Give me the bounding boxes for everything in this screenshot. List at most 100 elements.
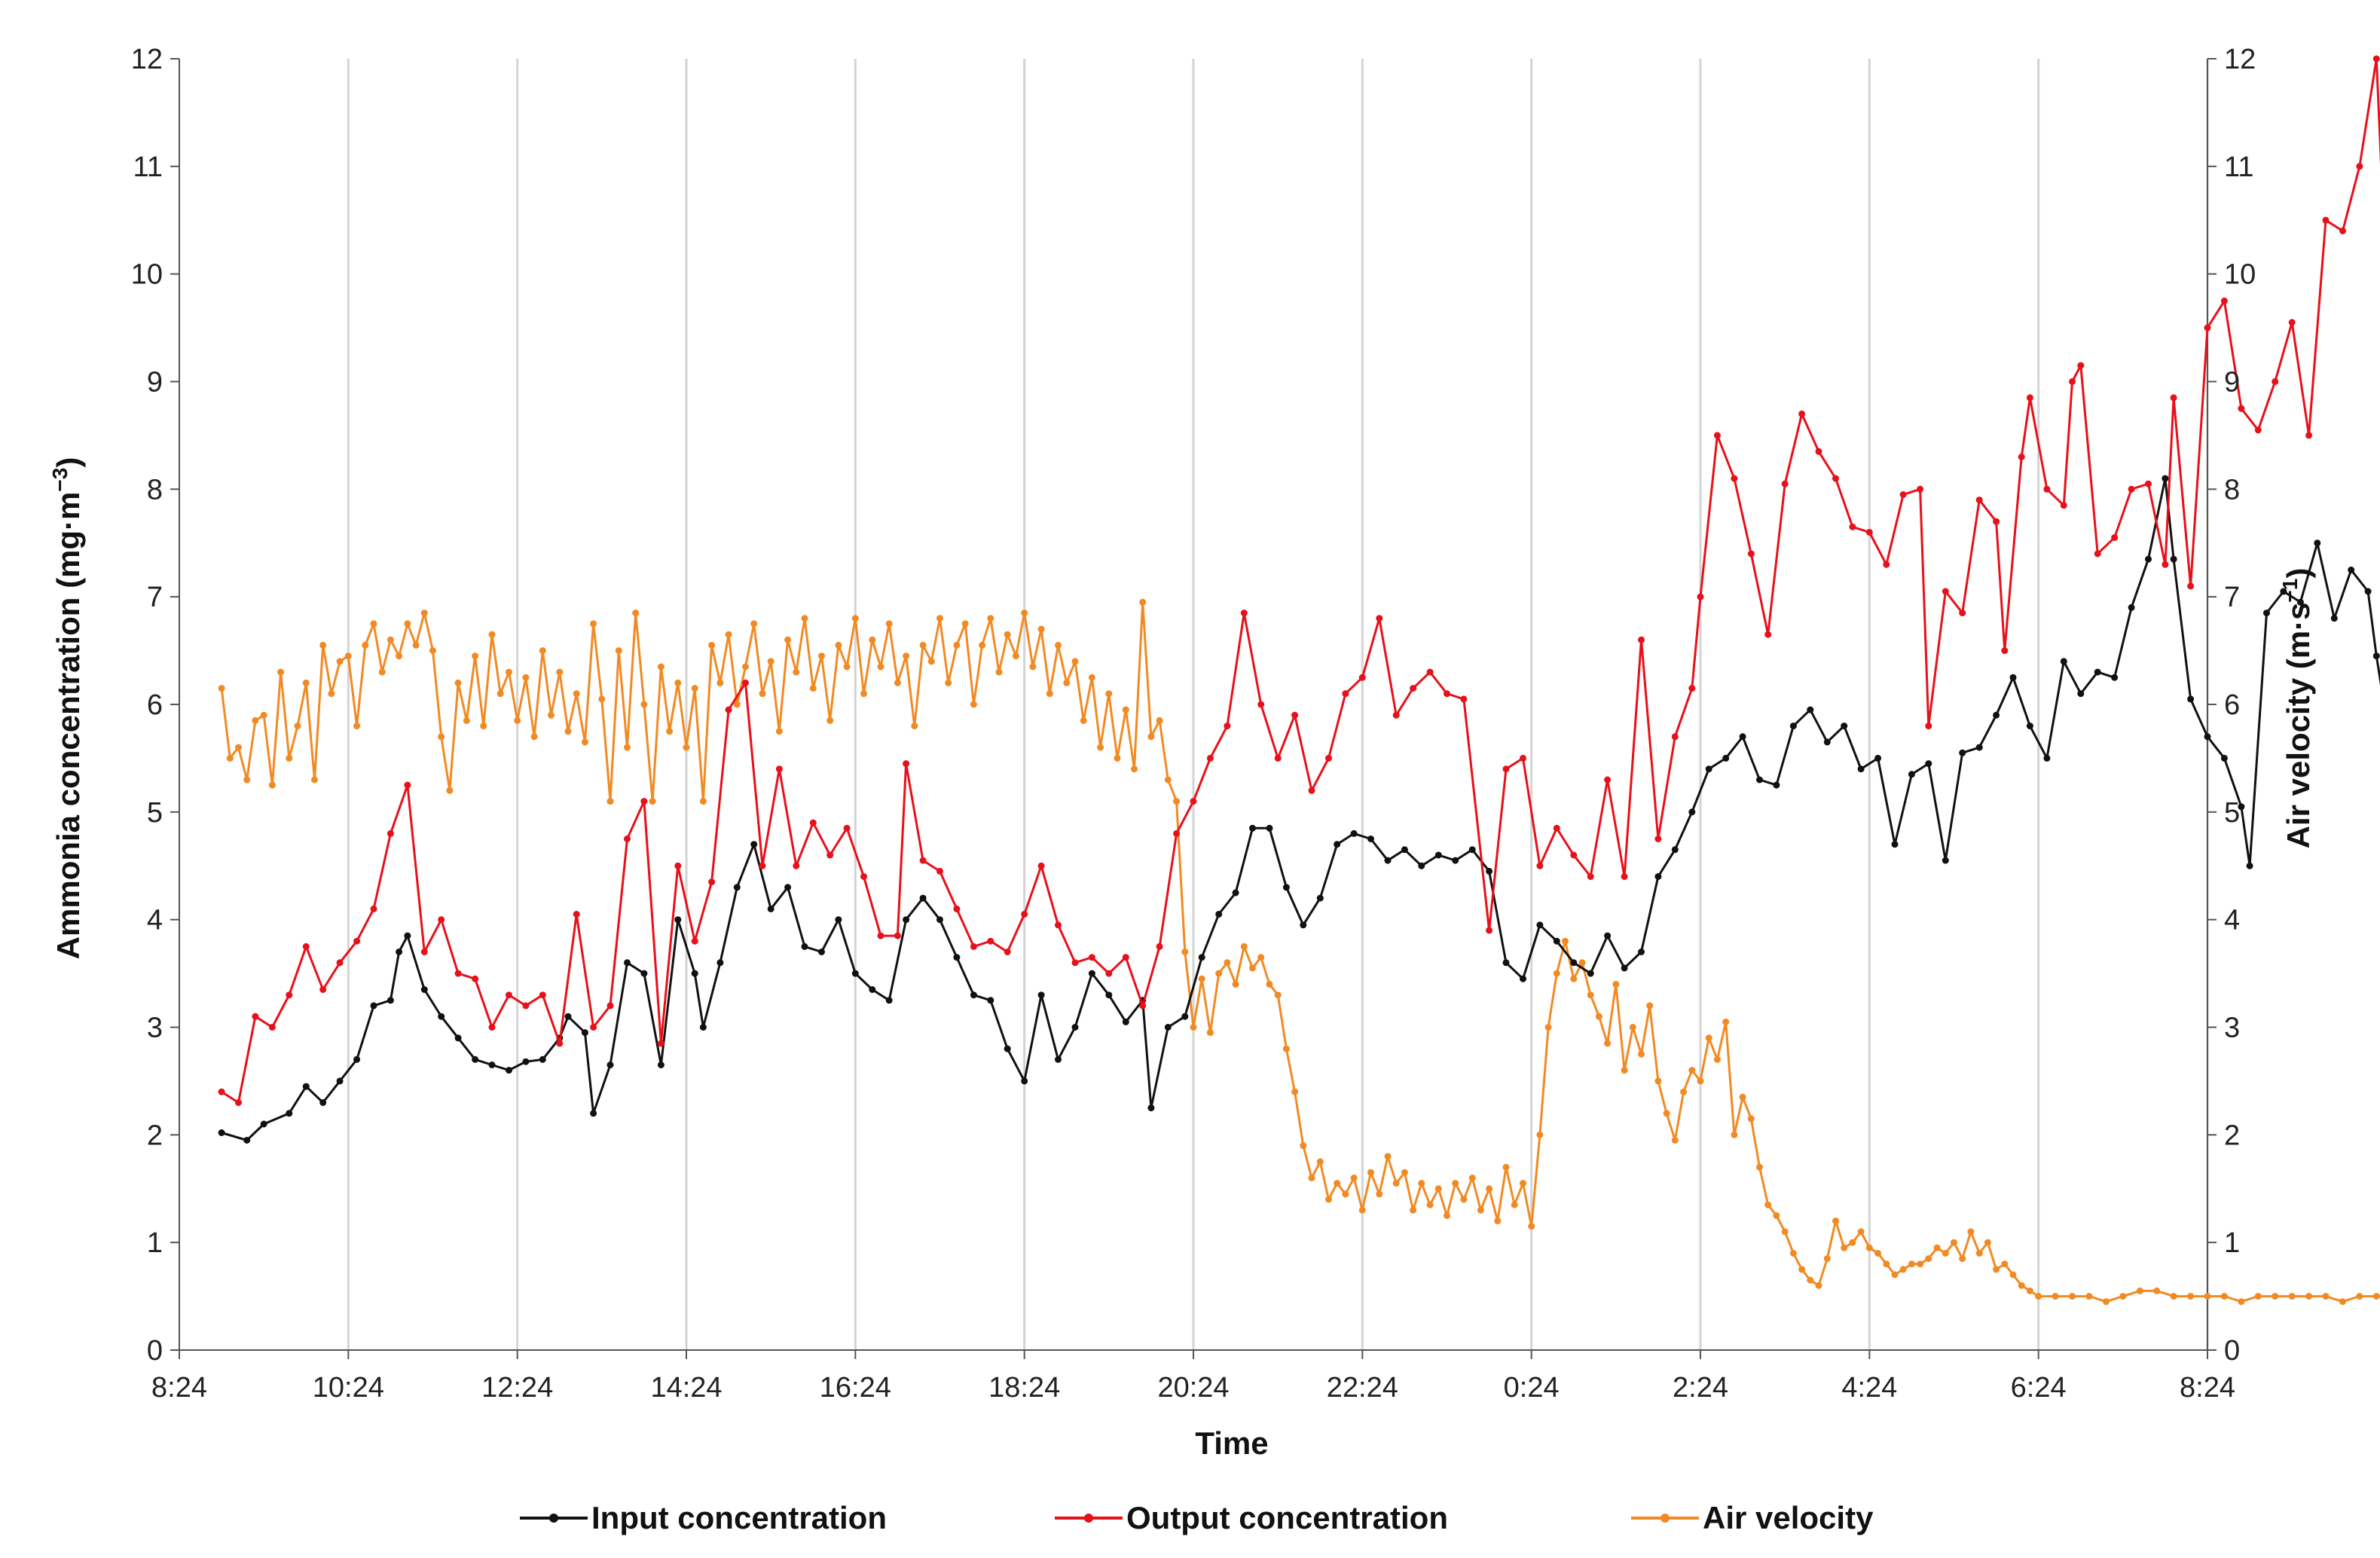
data-point-air-velocity xyxy=(1291,1088,1299,1095)
data-point-air-velocity xyxy=(1612,980,1620,988)
data-point-input-concentration xyxy=(1891,841,1899,848)
data-point-air-velocity xyxy=(1334,1180,1341,1187)
data-point-input-concentration xyxy=(336,1077,344,1085)
data-point-output-concentration xyxy=(775,765,783,773)
data-point-input-concentration xyxy=(1350,829,1358,837)
data-point-input-concentration xyxy=(1300,921,1307,929)
data-point-air-velocity xyxy=(775,728,783,735)
data-point-input-concentration xyxy=(2220,754,2228,762)
data-point-input-concentration xyxy=(420,986,428,993)
data-point-air-velocity xyxy=(818,652,825,660)
data-point-air-velocity xyxy=(1570,975,1578,982)
data-point-air-velocity xyxy=(674,679,682,686)
data-point-air-velocity xyxy=(1756,1163,1763,1171)
data-point-input-concentration xyxy=(2372,652,2380,660)
data-point-output-concentration xyxy=(488,1024,496,1031)
data-point-input-concentration xyxy=(1468,846,1476,854)
data-point-air-velocity xyxy=(1942,1250,1949,1257)
data-point-output-concentration xyxy=(843,824,851,832)
data-point-output-concentration xyxy=(1257,701,1265,708)
data-point-air-velocity xyxy=(564,728,572,735)
data-point-air-velocity xyxy=(750,620,758,628)
data-point-input-concentration xyxy=(243,1137,251,1144)
data-point-air-velocity xyxy=(1105,690,1113,698)
data-point-air-velocity xyxy=(2288,1293,2296,1300)
data-point-air-velocity xyxy=(386,636,394,643)
data-point-output-concentration xyxy=(657,1040,665,1047)
data-point-input-concentration xyxy=(1520,975,1526,982)
data-point-input-concentration xyxy=(869,986,876,993)
data-point-input-concentration xyxy=(2246,862,2253,869)
data-point-air-velocity xyxy=(2119,1293,2127,1300)
data-point-input-concentration xyxy=(1621,964,1628,972)
data-point-air-velocity xyxy=(1502,1163,1510,1171)
data-point-input-concentration xyxy=(2364,588,2372,595)
data-point-air-velocity xyxy=(2136,1287,2143,1294)
data-point-output-concentration xyxy=(2162,561,2169,568)
data-point-output-concentration xyxy=(2170,394,2177,402)
data-point-output-concentration xyxy=(903,760,910,768)
legend-item-input: Input concentration xyxy=(520,1500,887,1535)
data-point-air-velocity xyxy=(1434,1185,1442,1193)
data-point-output-concentration xyxy=(640,798,648,805)
data-point-output-concentration xyxy=(1849,523,1856,530)
data-point-air-velocity xyxy=(1646,1002,1654,1010)
data-point-input-concentration xyxy=(691,970,698,977)
data-point-air-velocity xyxy=(759,690,766,698)
data-point-air-velocity xyxy=(2153,1287,2161,1294)
data-point-air-velocity xyxy=(506,668,512,676)
data-point-air-velocity xyxy=(1908,1260,1915,1268)
data-point-air-velocity xyxy=(742,663,749,671)
data-point-air-velocity xyxy=(1975,1250,1983,1257)
y-right-tick-label: 8 xyxy=(2224,474,2240,506)
data-point-air-velocity xyxy=(2187,1293,2195,1300)
data-point-output-concentration xyxy=(420,949,428,955)
data-point-output-concentration xyxy=(1392,711,1400,719)
data-point-input-concentration xyxy=(953,954,961,961)
data-point-air-velocity xyxy=(362,641,369,649)
data-point-air-velocity xyxy=(1562,937,1569,945)
data-point-output-concentration xyxy=(1291,711,1299,719)
data-point-output-concentration xyxy=(1570,851,1578,859)
data-point-air-velocity xyxy=(1468,1175,1476,1181)
data-point-output-concentration xyxy=(539,991,546,999)
data-point-air-velocity xyxy=(970,701,977,708)
data-point-input-concentration xyxy=(2330,615,2338,622)
data-point-input-concentration xyxy=(1908,771,1915,778)
data-point-output-concentration xyxy=(1917,485,1924,493)
data-point-air-velocity xyxy=(1029,663,1037,671)
y-left-axis-title: Ammonia concentration (mg·m−3) xyxy=(48,457,86,960)
data-point-output-concentration xyxy=(2288,319,2296,326)
data-point-air-velocity xyxy=(1418,1180,1425,1187)
data-point-air-velocity xyxy=(1713,1055,1721,1063)
data-point-input-concentration xyxy=(1401,846,1408,854)
data-point-output-concentration xyxy=(506,991,512,999)
data-point-input-concentration xyxy=(1502,959,1510,967)
data-point-input-concentration xyxy=(1857,765,1865,773)
data-point-air-velocity xyxy=(530,733,538,741)
data-point-output-concentration xyxy=(1342,690,1349,698)
data-point-input-concentration xyxy=(1181,1013,1189,1020)
data-point-output-concentration xyxy=(1105,970,1113,977)
x-tick-label: 22:24 xyxy=(1327,1372,1398,1404)
data-point-input-concentration xyxy=(1122,1018,1129,1025)
data-point-output-concentration xyxy=(1688,685,1696,692)
data-point-input-concentration xyxy=(1249,824,1256,832)
data-point-air-velocity xyxy=(927,658,935,665)
data-point-output-concentration xyxy=(1021,911,1028,918)
data-point-input-concentration xyxy=(1088,970,1095,977)
y-right-tick-label: 11 xyxy=(2224,151,2253,183)
data-point-output-concentration xyxy=(708,878,716,886)
data-point-input-concentration xyxy=(1587,970,1594,977)
data-point-air-velocity xyxy=(1680,1088,1688,1095)
data-point-input-concentration xyxy=(2187,695,2195,703)
data-point-air-velocity xyxy=(1638,1050,1645,1058)
data-point-output-concentration xyxy=(1604,776,1612,784)
data-point-output-concentration xyxy=(2128,485,2135,493)
x-tick-label: 10:24 xyxy=(313,1372,384,1404)
data-point-input-concentration xyxy=(2348,567,2355,573)
data-point-air-velocity xyxy=(1739,1093,1746,1101)
x-tick-label: 16:24 xyxy=(820,1372,891,1404)
data-point-output-concentration xyxy=(218,1088,225,1095)
y-right-tick-label: 7 xyxy=(2224,582,2240,613)
